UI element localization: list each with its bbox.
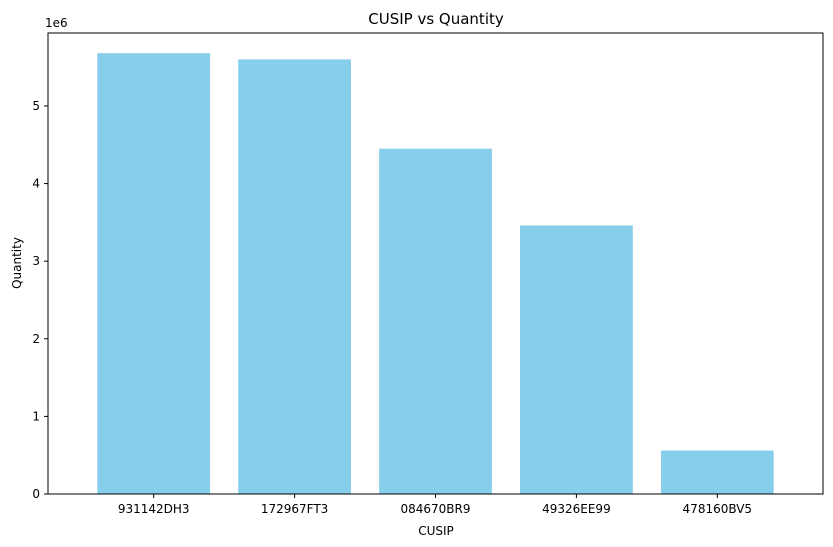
- ticks-layer: 931142DH3 172967FT3 084670BR9 49326EE99 4781…: [32, 99, 752, 516]
- y-axis-label: Quantity: [10, 237, 24, 289]
- y-tick-label: 3: [32, 254, 40, 268]
- x-tick-label: 172967FT3: [261, 502, 328, 516]
- bar-172967FT3: [238, 59, 351, 494]
- x-tick-label: 478160BV5: [683, 502, 753, 516]
- y-tick-label: 2: [32, 332, 40, 346]
- y-axis-offset-text: 1e6: [45, 16, 68, 30]
- y-tick-label: 1: [32, 409, 40, 423]
- x-tick-label: 931142DH3: [118, 502, 190, 516]
- y-tick-label: 5: [32, 99, 40, 113]
- bars-layer: [97, 53, 774, 495]
- x-tick-label: 084670BR9: [400, 502, 470, 516]
- bar-49326EE99: [520, 225, 633, 494]
- chart-title: CUSIP vs Quantity: [368, 10, 504, 28]
- bar-084670BR9: [379, 148, 492, 494]
- x-tick-label: 49326EE99: [542, 502, 611, 516]
- bar-478160BV5: [660, 450, 774, 494]
- y-tick-label: 4: [32, 177, 40, 191]
- x-axis-label: CUSIP: [418, 524, 454, 538]
- bar-931142DH3: [97, 53, 211, 495]
- y-tick-label: 0: [32, 487, 40, 501]
- plot-frame: [47, 32, 824, 495]
